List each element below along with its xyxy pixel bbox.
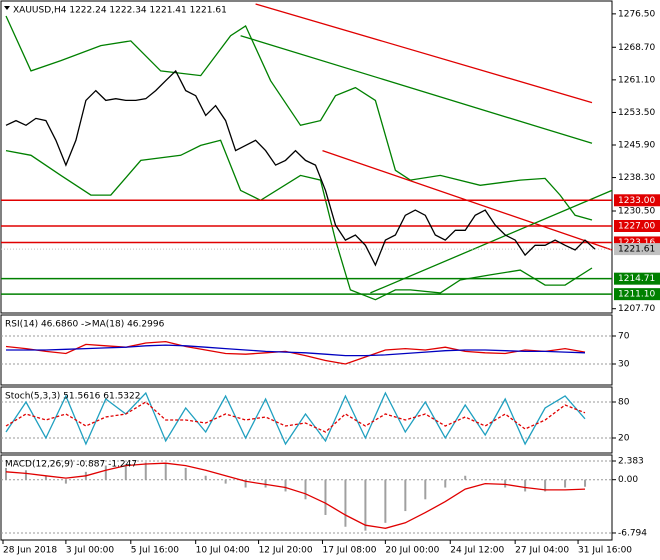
- x-tick-label: 12 Jul 20:00: [259, 546, 313, 556]
- level-label: 1233.00: [618, 196, 655, 206]
- x-tick-label: 10 Jul 04:00: [196, 546, 250, 556]
- panel-title: XAUUSD,H4 1222.24 1222.34 1221.41 1221.6…: [13, 6, 227, 16]
- x-tick-label: 31 Jul 16:00: [578, 546, 632, 556]
- panel-frame: [0, 454, 613, 541]
- last-price-bg: [614, 243, 660, 256]
- level-label: 1214.71: [618, 274, 655, 284]
- x-tick-label: 28 Jun 2018: [3, 546, 57, 556]
- series-line: [5, 462, 586, 529]
- level-label-bg: [614, 194, 660, 207]
- histogram-bar: [144, 462, 147, 480]
- x-tick-label: 17 Jul 08:00: [322, 546, 376, 556]
- histogram-bar: [264, 479, 267, 488]
- level-label-bg: [614, 272, 660, 285]
- histogram-bar: [4, 467, 7, 480]
- level-label: 1211.10: [618, 290, 655, 300]
- y-tick-label: 2.383: [618, 456, 644, 466]
- y-tick-label: 1245.90: [618, 141, 655, 151]
- x-tick-label: 3 Jul 00:00: [66, 546, 115, 556]
- histogram-bar: [364, 479, 367, 531]
- panel-title: Stoch(5,3,3) 51.5616 61.5322: [5, 392, 140, 402]
- x-tick-label: 5 Jul 16:00: [131, 546, 180, 556]
- histogram-bar: [404, 479, 407, 512]
- title-arrow: [4, 6, 10, 10]
- y-tick-label: 1253.50: [618, 108, 655, 118]
- series-line: [6, 344, 586, 357]
- histogram-bar: [424, 479, 427, 500]
- histogram-bar: [544, 479, 547, 492]
- indicator-line: [240, 35, 593, 144]
- panel-frame: [0, 386, 613, 454]
- x-tick-label: 24 Jul 12:00: [450, 546, 504, 556]
- indicator-line: [5, 139, 593, 301]
- histogram-bar: [444, 479, 447, 488]
- series-line: [5, 340, 586, 365]
- y-tick-label: 20: [618, 434, 630, 444]
- level-label-bg: [614, 288, 660, 301]
- histogram-bar: [64, 479, 67, 484]
- panel-title: MACD(12,26,9) -0.887 -1.247: [5, 460, 137, 470]
- histogram-bar: [524, 479, 527, 492]
- x-tick-label: 20 Jul 00:00: [385, 546, 439, 556]
- y-tick-label: 1238.30: [618, 173, 655, 183]
- histogram-bar: [304, 479, 307, 500]
- y-tick-label: 1207.70: [618, 304, 655, 314]
- indicator-line: [5, 15, 593, 221]
- histogram-bar: [484, 479, 487, 481]
- histogram-bar: [504, 479, 507, 488]
- histogram-bar: [104, 465, 107, 480]
- indicator-line: [255, 3, 593, 104]
- y-tick-label: 70: [618, 332, 630, 342]
- histogram-bar: [224, 479, 227, 484]
- y-tick-label: -6.794: [618, 528, 647, 538]
- level-label: 1227.00: [618, 222, 655, 232]
- histogram-bar: [344, 479, 347, 527]
- histogram-bar: [204, 475, 207, 480]
- histogram-bar: [44, 475, 47, 480]
- histogram-bar: [244, 479, 247, 488]
- level-label-bg: [614, 220, 660, 232]
- indicator-line: [370, 189, 613, 294]
- histogram-bar: [564, 479, 567, 488]
- histogram-bar: [164, 464, 167, 480]
- histogram-bar: [124, 464, 127, 480]
- y-tick-label: 1268.70: [618, 43, 655, 53]
- panel-frame: [0, 0, 613, 314]
- series-line: [5, 391, 586, 446]
- y-tick-label: 80: [618, 398, 630, 408]
- histogram-bar: [284, 479, 287, 492]
- histogram-bar: [584, 479, 587, 487]
- histogram-bar: [324, 479, 327, 515]
- y-tick-label: 1276.50: [618, 9, 655, 19]
- series-line: [5, 69, 596, 267]
- panel-frame: [0, 314, 613, 386]
- histogram-bar: [184, 467, 187, 480]
- histogram-bar: [24, 470, 27, 480]
- x-tick-label: 27 Jul 04:00: [515, 546, 569, 556]
- series-line: [5, 401, 586, 433]
- y-tick-label: 1230.50: [618, 207, 655, 217]
- histogram-bar: [464, 475, 467, 480]
- level-label: 1223.16: [618, 238, 655, 248]
- y-tick-label: 0.00: [618, 475, 638, 485]
- last-price-label: 1221.61: [618, 245, 655, 255]
- y-tick-label: 1261.10: [618, 75, 655, 85]
- histogram-bar: [384, 479, 387, 523]
- panel-title: RSI(14) 46.6860 ->MA(18) 46.2996: [5, 320, 165, 330]
- y-tick-label: 30: [618, 360, 630, 370]
